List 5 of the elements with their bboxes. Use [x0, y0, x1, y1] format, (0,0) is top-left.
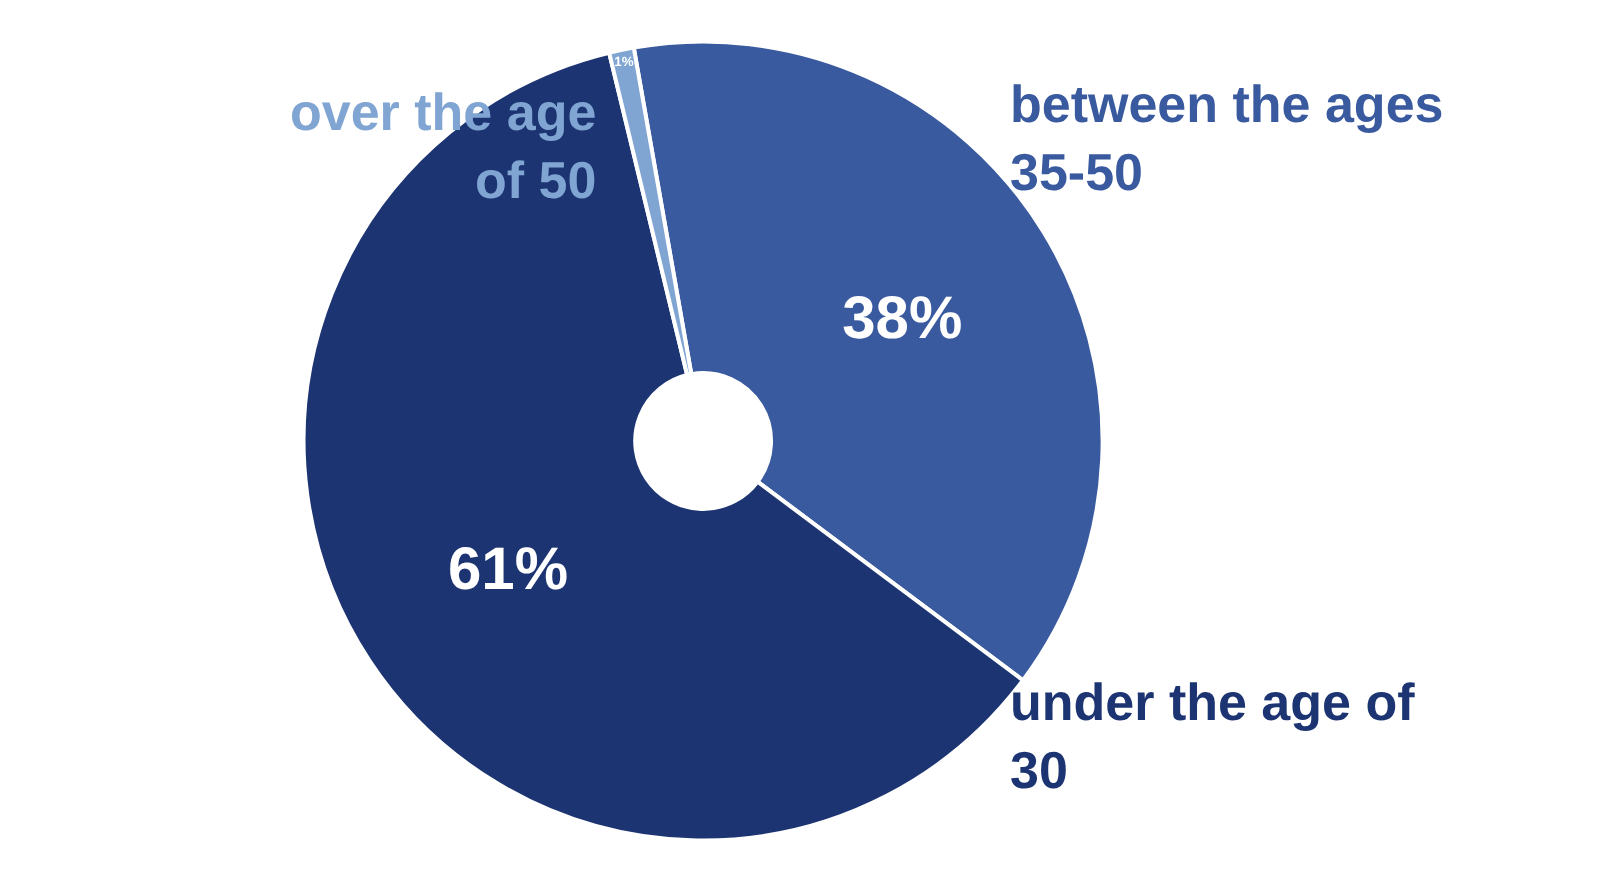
slice-label: under the age of 30: [1010, 672, 1416, 800]
slice-label: over the age of 50: [290, 82, 597, 210]
slice-label: between the ages 35-50: [1010, 74, 1444, 202]
data-label: 61%: [447, 536, 569, 603]
data-label: 38%: [842, 285, 963, 352]
